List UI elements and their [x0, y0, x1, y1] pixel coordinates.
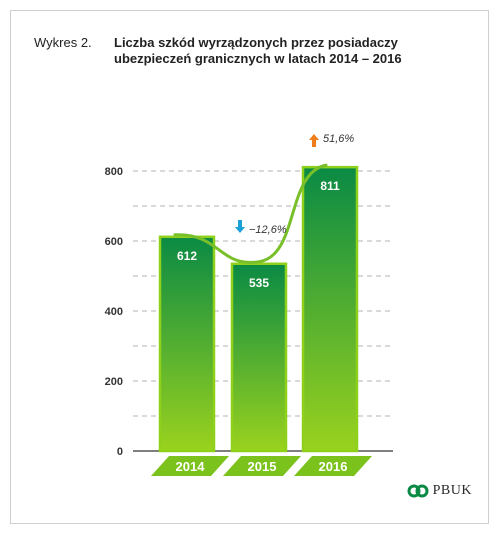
trend-line — [173, 163, 328, 264]
x-tick-label: 2015 — [248, 459, 277, 474]
pbuk-logo-icon — [407, 484, 429, 498]
category-band — [294, 456, 372, 476]
x-tick-label: 2016 — [319, 459, 348, 474]
bar-2015 — [230, 262, 288, 453]
x-tick-label: 2014 — [176, 459, 206, 474]
data-label: 811 — [320, 179, 340, 193]
arrow-down-icon — [235, 220, 245, 233]
bar-2014 — [158, 235, 216, 453]
data-label: 612 — [177, 249, 197, 263]
data-label: 535 — [249, 276, 269, 290]
y-tick-label: 600 — [105, 236, 123, 248]
y-tick-label: 800 — [105, 166, 123, 178]
chart-frame — [10, 10, 489, 524]
change-label: 51,6% — [323, 133, 354, 145]
figure-number: Wykres 2. — [34, 35, 92, 50]
category-band — [223, 456, 301, 476]
y-tick-label: 400 — [105, 306, 123, 318]
bar-2016 — [301, 165, 359, 453]
chart-title: Liczba szkód wyrządzonych przez posiadac… — [114, 35, 402, 66]
arrow-up-icon — [309, 134, 319, 147]
pbuk-logo-text: PBUK — [432, 483, 472, 498]
pbuk-logo: PBUK — [407, 483, 472, 499]
category-band — [151, 456, 229, 476]
y-tick-label: 0 — [117, 446, 123, 458]
y-tick-label: 200 — [105, 376, 123, 388]
change-label: −12,6% — [249, 224, 287, 236]
